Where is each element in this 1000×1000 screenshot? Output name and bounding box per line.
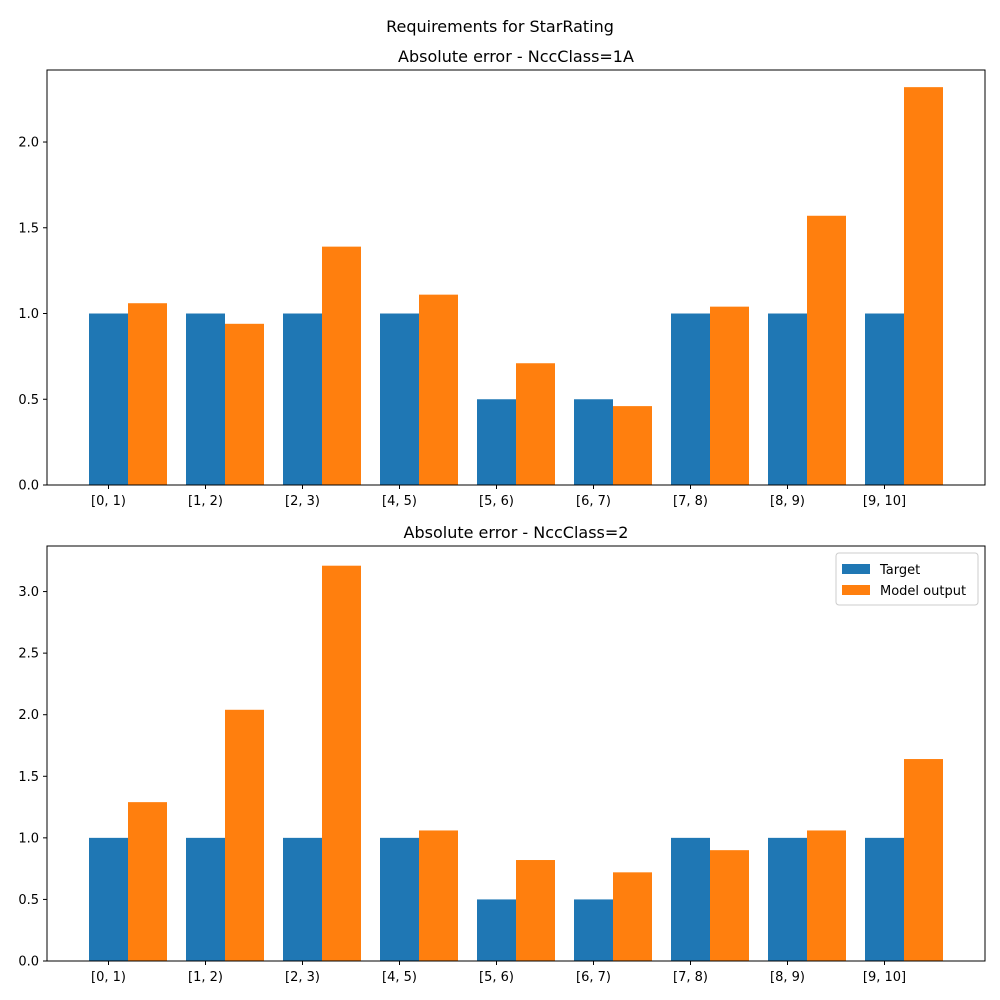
model-output-bar-7 bbox=[710, 850, 749, 961]
y-tick-label: 0.5 bbox=[18, 393, 39, 408]
model-output-bar-2 bbox=[225, 323, 264, 485]
x-tick-label: [8, 9) bbox=[770, 494, 805, 509]
model-output-bar-6 bbox=[613, 872, 652, 961]
x-tick-label: [8, 9) bbox=[770, 970, 805, 985]
model-output-bar-4 bbox=[419, 294, 458, 485]
target-bar-9 bbox=[865, 837, 904, 961]
y-tick-label: 3.0 bbox=[18, 585, 39, 600]
panel-title: Absolute error - NccClass=2 bbox=[404, 523, 629, 542]
model-output-bar-7 bbox=[710, 306, 749, 485]
model-output-bar-1 bbox=[128, 802, 167, 961]
model-output-bar-5 bbox=[516, 860, 555, 961]
figure-title: Requirements for StarRating bbox=[386, 17, 614, 36]
target-bar-3 bbox=[283, 313, 322, 485]
model-output-bar-1 bbox=[128, 303, 167, 485]
model-output-bar-3 bbox=[322, 565, 361, 961]
x-tick-label: [6, 7) bbox=[576, 494, 611, 509]
x-tick-label: [4, 5) bbox=[382, 970, 417, 985]
x-tick-label: [6, 7) bbox=[576, 970, 611, 985]
y-tick-label: 1.0 bbox=[18, 831, 39, 846]
target-bar-8 bbox=[768, 837, 807, 961]
x-tick-label: [7, 8) bbox=[673, 970, 708, 985]
x-tick-label: [5, 6) bbox=[479, 494, 514, 509]
model-output-bar-2 bbox=[225, 709, 264, 961]
x-tick-label: [7, 8) bbox=[673, 494, 708, 509]
x-tick-label: [0, 1) bbox=[91, 494, 126, 509]
model-output-bar-6 bbox=[613, 406, 652, 485]
y-tick-label: 0.0 bbox=[18, 955, 39, 970]
x-tick-label: [1, 2) bbox=[188, 494, 223, 509]
y-tick-label: 1.0 bbox=[18, 307, 39, 322]
y-tick-label: 1.5 bbox=[18, 770, 39, 785]
target-bar-4 bbox=[380, 837, 419, 961]
target-bar-8 bbox=[768, 313, 807, 485]
model-output-bar-8 bbox=[807, 215, 846, 485]
legend-swatch bbox=[842, 585, 870, 595]
y-tick-label: 0.5 bbox=[18, 893, 39, 908]
x-tick-label: [4, 5) bbox=[382, 494, 417, 509]
model-output-bar-4 bbox=[419, 830, 458, 961]
target-bar-5 bbox=[477, 899, 516, 961]
y-tick-label: 1.5 bbox=[18, 221, 39, 236]
x-tick-label: [9, 10] bbox=[863, 494, 906, 509]
target-bar-6 bbox=[574, 399, 613, 485]
target-bar-1 bbox=[89, 837, 128, 961]
model-output-bar-8 bbox=[807, 830, 846, 961]
model-output-bar-9 bbox=[904, 87, 943, 486]
x-tick-label: [0, 1) bbox=[91, 970, 126, 985]
target-bar-5 bbox=[477, 399, 516, 485]
axes-frame bbox=[46, 69, 986, 486]
x-tick-label: [1, 2) bbox=[188, 970, 223, 985]
model-output-bar-3 bbox=[322, 246, 361, 485]
y-tick-label: 2.0 bbox=[18, 136, 39, 151]
axes-frame bbox=[46, 545, 986, 962]
legend-box bbox=[835, 552, 979, 606]
target-bar-9 bbox=[865, 313, 904, 485]
target-bar-4 bbox=[380, 313, 419, 485]
x-tick-label: [2, 3) bbox=[285, 970, 320, 985]
y-tick-label: 2.5 bbox=[18, 647, 39, 662]
legend-label: Model output bbox=[880, 584, 966, 599]
x-tick-label: [9, 10] bbox=[863, 970, 906, 985]
target-bar-2 bbox=[186, 313, 225, 485]
y-tick-label: 2.0 bbox=[18, 708, 39, 723]
model-output-bar-9 bbox=[904, 759, 943, 961]
target-bar-7 bbox=[671, 313, 710, 485]
x-tick-label: [2, 3) bbox=[285, 494, 320, 509]
panel-title: Absolute error - NccClass=1A bbox=[398, 47, 634, 66]
target-bar-2 bbox=[186, 837, 225, 961]
target-bar-7 bbox=[671, 837, 710, 961]
target-bar-6 bbox=[574, 899, 613, 961]
model-output-bar-5 bbox=[516, 363, 555, 485]
legend-swatch bbox=[842, 564, 870, 574]
target-bar-1 bbox=[89, 313, 128, 485]
target-bar-3 bbox=[283, 837, 322, 961]
x-tick-label: [5, 6) bbox=[479, 970, 514, 985]
y-tick-label: 0.0 bbox=[18, 479, 39, 494]
legend-label: Target bbox=[879, 563, 920, 578]
